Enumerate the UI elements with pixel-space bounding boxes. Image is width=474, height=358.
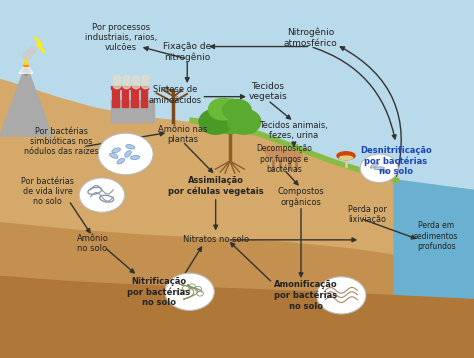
Text: Desnitrificação
por bactérias
no solo: Desnitrificação por bactérias no solo: [360, 146, 432, 176]
Ellipse shape: [378, 168, 388, 173]
Text: Perda em
sedimentos
profundos: Perda em sedimentos profundos: [414, 221, 458, 251]
Bar: [130, 86, 139, 89]
Circle shape: [123, 83, 130, 89]
Circle shape: [165, 273, 214, 310]
Circle shape: [98, 133, 153, 175]
Ellipse shape: [112, 148, 120, 153]
Text: Decomposição
por fungos e
bactérias: Decomposição por fungos e bactérias: [256, 144, 312, 174]
Text: Amônio nas
plantas: Amônio nas plantas: [158, 125, 207, 144]
Circle shape: [199, 109, 232, 134]
Text: Por bactérias
de vida livre
no solo: Por bactérias de vida livre no solo: [21, 176, 74, 207]
Text: Fixação de
nitrogênio: Fixação de nitrogênio: [163, 42, 211, 62]
Ellipse shape: [337, 152, 355, 160]
Text: Síntese de
aminoácidos: Síntese de aminoácidos: [149, 85, 202, 105]
Circle shape: [123, 75, 130, 81]
Circle shape: [27, 49, 35, 55]
Text: Nitrificação
por bactérias
no solo: Nitrificação por bactérias no solo: [127, 277, 191, 307]
Text: Nitrogênio
atmosférico: Nitrogênio atmosférico: [283, 28, 337, 48]
Circle shape: [317, 277, 366, 314]
Polygon shape: [0, 276, 474, 358]
Ellipse shape: [370, 163, 379, 168]
Circle shape: [132, 75, 140, 81]
Ellipse shape: [117, 158, 125, 164]
Ellipse shape: [374, 167, 384, 170]
Text: Por bactérias
simbióticas nos
nódulos das raizes: Por bactérias simbióticas nos nódulos da…: [24, 126, 99, 156]
Polygon shape: [0, 222, 474, 358]
Circle shape: [142, 83, 149, 89]
Polygon shape: [0, 64, 52, 136]
Ellipse shape: [339, 156, 353, 160]
Bar: [111, 100, 154, 122]
Text: Amonificação
por bactérias
no solo: Amonificação por bactérias no solo: [274, 280, 337, 310]
Circle shape: [207, 99, 253, 134]
Polygon shape: [0, 79, 474, 358]
Text: Tecidos
vegetais: Tecidos vegetais: [248, 82, 287, 101]
Polygon shape: [393, 179, 474, 358]
Polygon shape: [21, 64, 31, 75]
Circle shape: [228, 109, 261, 134]
Bar: [131, 88, 138, 107]
Bar: [121, 86, 129, 89]
Circle shape: [142, 79, 149, 84]
Text: Nitratos no solo: Nitratos no solo: [182, 235, 249, 245]
Bar: [140, 86, 148, 89]
Ellipse shape: [266, 150, 302, 161]
Ellipse shape: [264, 147, 274, 154]
Ellipse shape: [109, 153, 118, 158]
Circle shape: [223, 100, 251, 121]
Text: Perda por
lixiviação: Perda por lixiviação: [348, 205, 387, 224]
Polygon shape: [24, 61, 28, 66]
Circle shape: [123, 79, 130, 84]
Ellipse shape: [130, 155, 140, 160]
Text: Assimilação
por células vegetais: Assimilação por células vegetais: [168, 176, 264, 196]
Circle shape: [360, 154, 398, 183]
Text: Compostos
orgânicos: Compostos orgânicos: [278, 187, 324, 207]
Polygon shape: [25, 58, 27, 64]
Circle shape: [142, 75, 149, 81]
Circle shape: [30, 47, 36, 52]
Circle shape: [113, 75, 121, 81]
Circle shape: [113, 83, 121, 89]
Polygon shape: [19, 64, 33, 73]
Circle shape: [132, 79, 140, 84]
Circle shape: [79, 178, 125, 212]
Bar: [122, 88, 128, 107]
Text: Tecidos animais,
fezes, urina: Tecidos animais, fezes, urina: [259, 121, 328, 140]
Ellipse shape: [126, 145, 135, 149]
Text: Amônio
no solo: Amônio no solo: [76, 234, 109, 253]
Circle shape: [113, 79, 121, 84]
Text: Por processos
industriais, raios,
vulcões: Por processos industriais, raios, vulcõe…: [85, 23, 157, 53]
Circle shape: [209, 98, 237, 120]
Circle shape: [132, 83, 140, 89]
Bar: [111, 86, 120, 89]
Bar: [112, 88, 119, 107]
Bar: [141, 88, 147, 107]
Circle shape: [23, 52, 32, 59]
Ellipse shape: [125, 151, 131, 157]
Polygon shape: [268, 147, 277, 152]
